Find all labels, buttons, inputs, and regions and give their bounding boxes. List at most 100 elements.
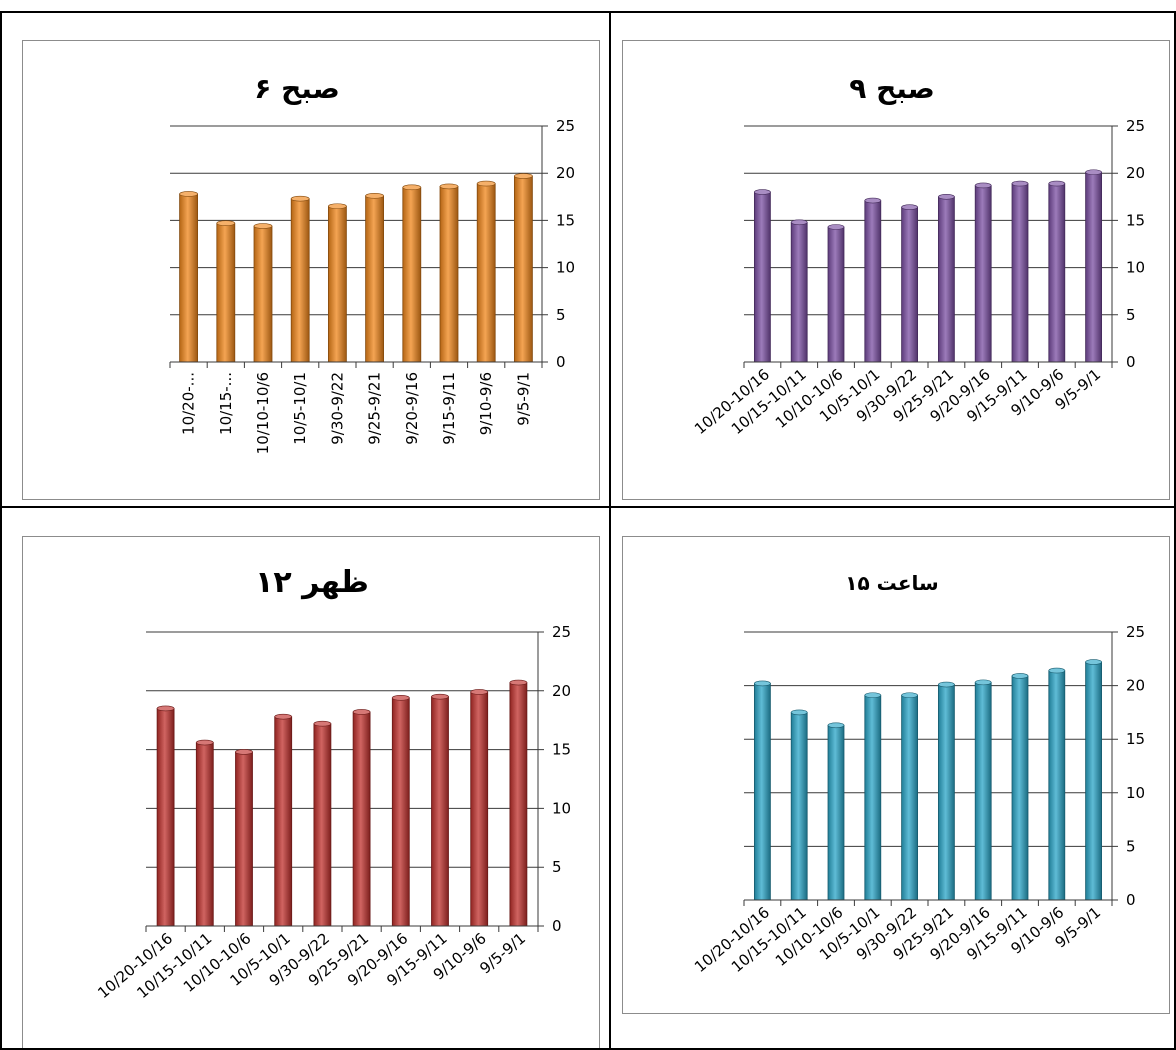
- y-tick-label: 0: [1126, 353, 1136, 371]
- axes: [169, 126, 543, 368]
- bar: [195, 742, 214, 927]
- y-tick-label: 15: [1126, 730, 1145, 748]
- bar: [313, 723, 332, 927]
- y-tick-labels: 0 5 10 15 20 25: [552, 623, 571, 935]
- bar-cap: [1011, 180, 1029, 187]
- bar: [156, 708, 175, 927]
- bar-cap: [1011, 673, 1029, 679]
- bar-cap: [352, 709, 371, 715]
- y-tick-label: 10: [1126, 259, 1145, 277]
- x-tick-label: 10/20-...: [180, 372, 198, 435]
- bar-cap: [290, 195, 310, 202]
- bar: [1085, 661, 1103, 901]
- bar: [179, 193, 199, 363]
- bar-cap: [365, 193, 384, 199]
- x-tick-label: 9/5-9/1: [514, 372, 532, 426]
- axes: [145, 632, 539, 932]
- bar-cap: [827, 224, 845, 230]
- bar-cap: [179, 191, 198, 197]
- x-tick-label: 9/10-9/6: [477, 372, 495, 435]
- chart-frame: [622, 40, 1170, 500]
- bar-cap: [1085, 169, 1102, 176]
- bar: [509, 682, 528, 927]
- bar: [827, 226, 845, 363]
- bar-cap: [274, 713, 293, 720]
- bar-cap: [901, 204, 918, 210]
- bar-cap: [216, 220, 236, 227]
- bar: [513, 175, 533, 363]
- y-tick-label: 10: [552, 799, 571, 817]
- bar: [253, 225, 273, 363]
- chart-panel-6am: ۶ صبح 0 5 10 15 20 25 10/20-... 10/15-... 10/10…: [22, 40, 600, 500]
- bar: [974, 681, 992, 901]
- table-border: [0, 11, 1176, 1050]
- chart-panel-9am: ۹ صبح 0 5 10 15 20 25 10/20-10/16 10/15-10/11 1…: [622, 40, 1170, 500]
- bar-cap: [790, 709, 808, 716]
- y-tick-label: 20: [552, 682, 571, 700]
- bar: [753, 683, 771, 901]
- y-tick-label: 25: [552, 623, 571, 641]
- bar-cap: [509, 679, 528, 686]
- bar: [901, 206, 919, 363]
- chart-panel-15h: ساعت ۱۵ 0 5 10 15 20 25 10/20-10/16 10/15-10/1…: [622, 536, 1170, 1014]
- y-tick-label: 0: [556, 353, 566, 371]
- x-tick-label: 10/10-10/6: [254, 372, 272, 454]
- y-tick-label: 15: [552, 741, 571, 759]
- bar-cap: [864, 692, 882, 699]
- chart-panel-12pm: ۱۲ ظهر 0 5 10 15 20 25 10/20-10/16 10/15-10/11…: [22, 536, 600, 1048]
- bar: [402, 186, 422, 363]
- y-tick-label: 5: [1126, 306, 1136, 324]
- bar: [391, 697, 410, 927]
- bar: [476, 183, 496, 363]
- y-tick-label: 25: [1126, 623, 1145, 641]
- bar: [327, 205, 347, 363]
- y-tick-labels: 0 5 10 15 20 25: [556, 117, 575, 371]
- bar-cap: [156, 705, 175, 712]
- bar: [937, 196, 955, 363]
- bar-cap: [827, 722, 845, 729]
- y-tick-label: 0: [552, 917, 562, 935]
- y-tick-label: 5: [556, 306, 566, 324]
- bar-cap: [235, 749, 253, 755]
- bar: [1048, 670, 1066, 901]
- bar-cap: [790, 219, 808, 226]
- bar-cap: [754, 680, 771, 687]
- y-tick-labels: 0 5 10 15 20 25: [1126, 117, 1145, 371]
- bar-cap: [196, 739, 214, 746]
- bar-cap: [1048, 180, 1066, 187]
- bar: [864, 200, 882, 363]
- bar: [901, 694, 919, 901]
- x-tick-label: 9/25-9/21: [366, 372, 384, 445]
- y-tick-label: 5: [1126, 837, 1136, 855]
- bar-cap: [313, 720, 332, 727]
- bar: [365, 195, 385, 363]
- bar-cap: [402, 184, 422, 191]
- chart-title: ۱۲ ظهر: [255, 565, 369, 600]
- y-tick-label: 15: [556, 211, 575, 229]
- bar-cap: [431, 693, 449, 700]
- bar-cap: [974, 679, 992, 686]
- bar: [216, 222, 236, 363]
- bar: [235, 751, 253, 927]
- bar-cap: [864, 197, 882, 204]
- chart-title: ۶ صبح: [254, 72, 340, 105]
- bar: [1011, 183, 1029, 363]
- bar: [470, 691, 489, 927]
- bars: [753, 659, 1103, 901]
- bar: [790, 221, 808, 363]
- y-tick-label: 0: [1126, 891, 1136, 909]
- chart-6am: ۶ صبح 0 5 10 15 20 25 10/20-... 10/15-... 10/10…: [22, 40, 600, 500]
- bar: [1085, 171, 1103, 363]
- chart-title: ساعت ۱۵: [845, 571, 938, 595]
- bar-cap: [253, 223, 273, 229]
- bar-cap: [476, 180, 496, 187]
- x-tick-label: 9/15-9/11: [440, 372, 458, 445]
- bar: [790, 711, 808, 901]
- y-tick-label: 20: [1126, 677, 1145, 695]
- bar: [937, 684, 955, 901]
- axes: [743, 126, 1113, 368]
